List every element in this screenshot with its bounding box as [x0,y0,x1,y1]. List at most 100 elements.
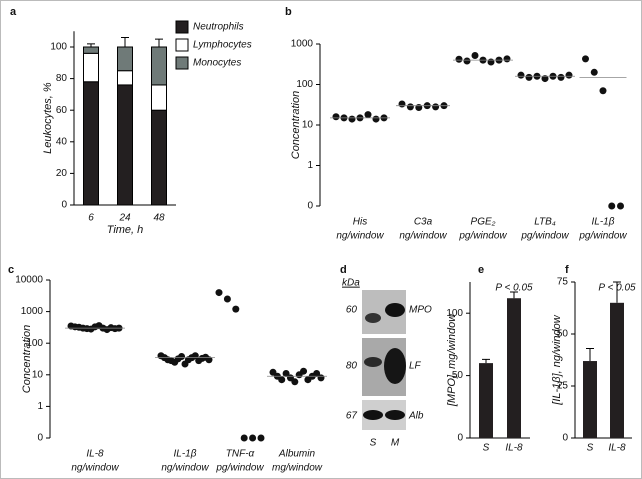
bar-segment [151,46,167,86]
y-tick-label: 50 [557,329,569,340]
x-unit-label: ng/window [161,463,209,474]
bar-segment [83,46,99,54]
dot [617,202,624,210]
y-tick-label: 100 [296,79,313,90]
dot [232,305,240,313]
legend-swatch [175,38,189,52]
dot [317,374,325,382]
dot [590,68,598,76]
y-tick-label: 10 [302,120,314,131]
dot [257,434,265,442]
band-label: MPO [409,305,432,316]
x-unit-label: pg/window [458,231,507,242]
panel-label: d [340,264,347,276]
legend-label: Monocytes [193,58,241,69]
panel-label: b [285,6,292,18]
dot [178,352,186,360]
kda-label: 80 [346,361,358,372]
annotation: P < 0.05 [495,283,533,294]
y-tick-label: 0 [61,200,67,211]
y-tick-label: 40 [56,136,68,147]
y-tick-label: 50 [452,370,464,381]
dot [608,202,616,210]
x-tick-label: TNF-α [226,449,255,460]
dot [291,378,299,386]
y-axis-label: [IL-1β], ng/window [551,314,563,405]
dot [223,295,231,303]
x-tick-label: S [587,443,594,454]
error-bar [155,38,163,47]
dot [348,115,356,123]
x-unit-label: ng/window [71,463,119,474]
x-unit-label: ng/window [399,231,447,242]
dot [406,103,414,111]
legend-label: Lymphocytes [193,40,252,51]
y-tick-label: 0 [307,201,313,212]
x-unit-label: ng/window [336,231,384,242]
dot [599,87,607,95]
dot [364,111,372,119]
y-tick-label: 100 [446,308,463,319]
dot [541,75,549,83]
bar [507,298,521,438]
y-axis-label: [MPO], mg/window [446,313,458,407]
dot [372,115,380,123]
lane-label: S [370,438,377,449]
y-tick-label: 75 [557,277,569,288]
y-tick-label: 10000 [15,275,43,286]
dot [432,103,440,111]
dot [313,369,321,377]
x-tick-label: IL-8 [86,449,104,460]
x-tick-label: Albumin [278,449,316,460]
unit-label: kDa [342,278,360,289]
error-bar [586,348,594,362]
dot [565,71,573,79]
legend-swatch [175,20,189,34]
y-tick-label: 1 [37,401,43,412]
bar-segment [117,84,133,206]
error-bar [510,291,518,299]
legend-label: Neutrophils [193,22,244,33]
band-label: Alb [408,411,424,422]
dot [332,113,340,121]
y-tick-label: 100 [50,42,67,53]
y-axis-label: Leukocytes, % [42,82,54,154]
dot [249,434,257,442]
x-tick-label: 24 [118,213,131,224]
dot [398,100,406,108]
bar [583,361,597,438]
x-tick-label: IL-8 [608,443,626,454]
dot [582,55,589,63]
dot [503,55,511,63]
panel-label: c [8,264,14,276]
x-tick-label: PGE₂ [471,217,496,228]
bar [610,302,624,438]
legend-swatch [175,56,189,70]
y-tick-label: 80 [56,73,68,84]
dot [240,434,248,442]
bar-segment [83,52,99,83]
blot-image [362,290,406,430]
x-tick-label: IL-1β [174,449,197,460]
dot [455,55,463,63]
x-tick-label: 6 [88,213,94,224]
panel-label: a [10,6,17,18]
dot [415,104,423,112]
y-tick-label: 20 [56,168,68,179]
bar-segment [151,84,167,111]
dot [517,71,525,79]
x-axis-label: Time, h [107,224,144,236]
y-tick-label: 0 [457,433,463,444]
y-tick-label: 1 [307,160,313,171]
x-unit-label: mg/window [272,463,323,474]
error-bar [482,358,490,364]
dot [300,367,308,375]
dot [282,369,290,377]
dot [215,289,223,297]
bar [479,363,493,438]
y-tick-label: 60 [56,105,68,116]
y-tick-label: 0 [37,433,43,444]
dot [463,57,471,65]
x-tick-label: His [353,217,367,228]
